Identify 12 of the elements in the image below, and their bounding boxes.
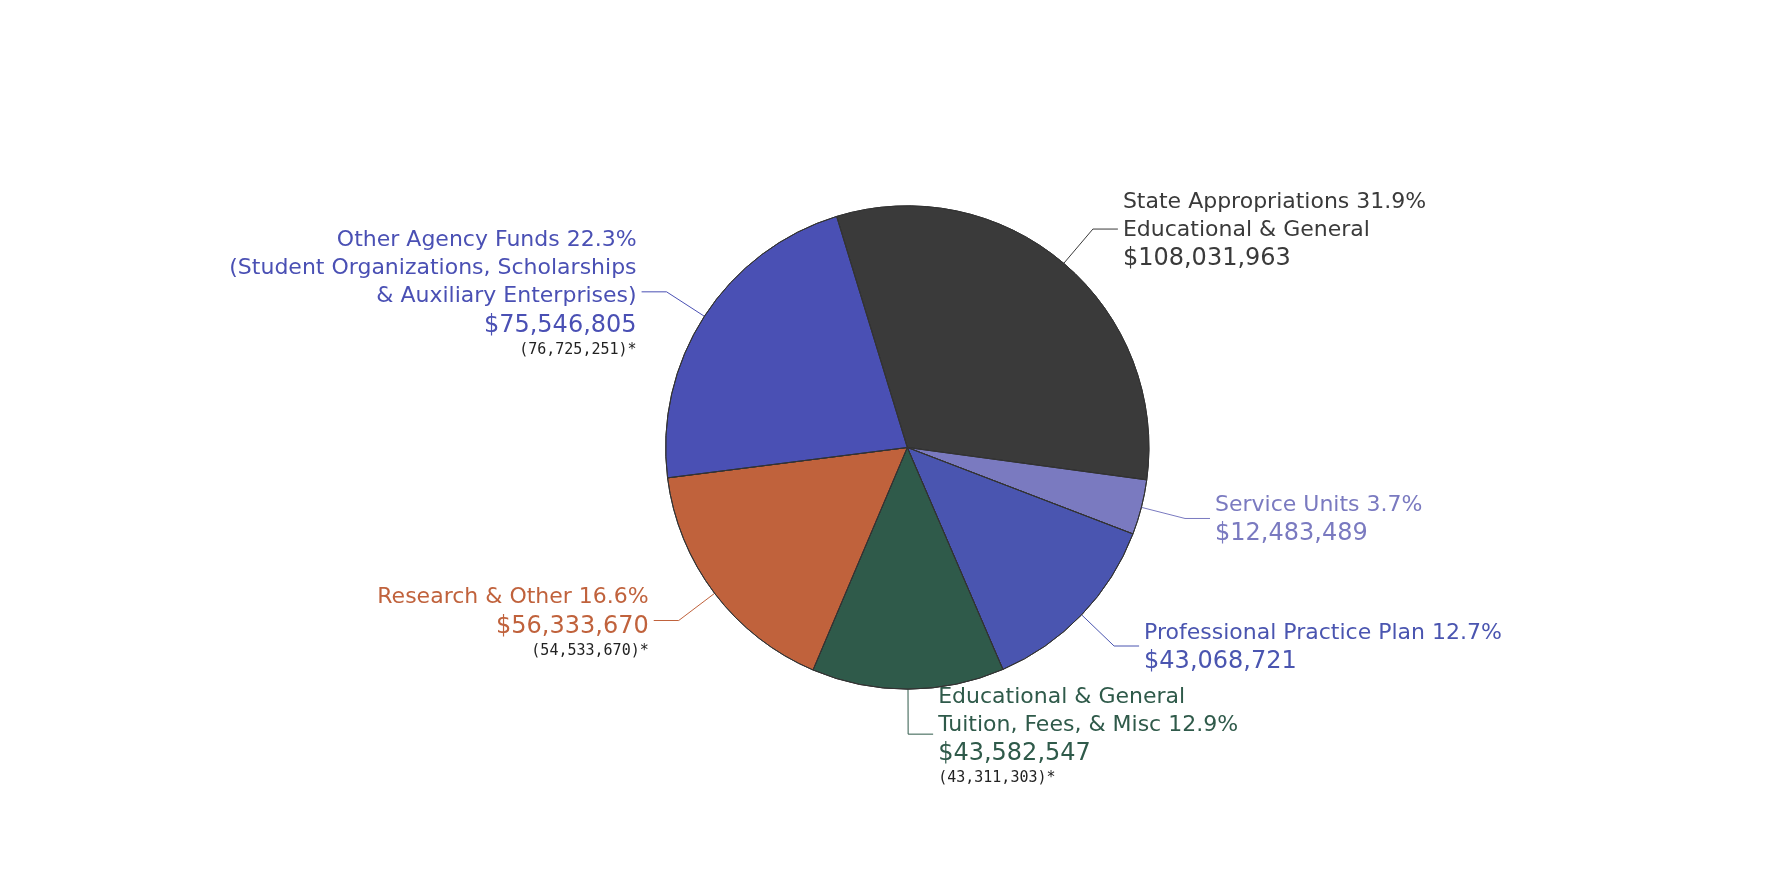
slice-label: Research & Other 16.6% (377, 583, 649, 608)
slice-label: Educational & General Tuition, Fees, & Misc 12.9% (937, 682, 1239, 736)
slice-label: State Appropriations 31.9% Educational & General (1122, 187, 1427, 241)
data-label: $108,031,963 (1122, 243, 1291, 272)
slice-label: Professional Practice Plan 12.7% (1144, 618, 1502, 644)
slice-label: Other Agency Funds 22.3% (Student Organizations, Scholarships & Auxiliary Enterprises) (229, 226, 637, 308)
data-label: $56,333,670 (54,533,670)* (496, 610, 649, 659)
data-label: $43,582,547 (43,311,303)* (938, 738, 1091, 787)
data-label: $43,068,721 (1144, 646, 1297, 675)
data-label: $12,483,489 (1215, 518, 1368, 547)
slice-label: Service Units 3.7% (1215, 490, 1423, 516)
data-label: $75,546,805 (76,725,251)* (483, 309, 637, 358)
